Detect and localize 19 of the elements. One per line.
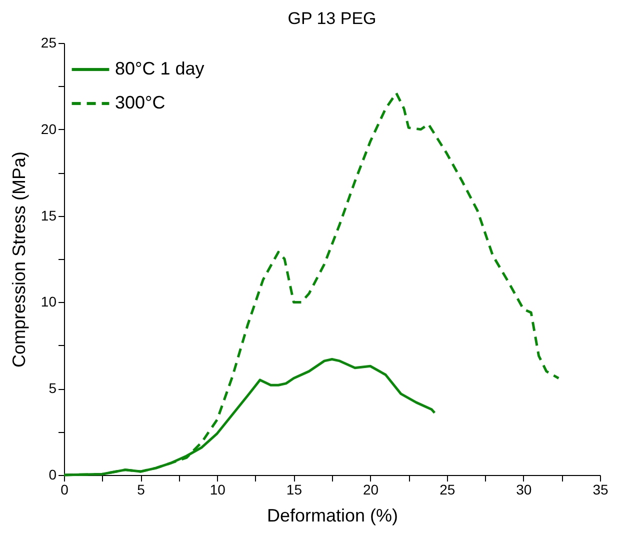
x-tick-label: 30 [516,482,532,498]
x-axis-title: Deformation (%) [266,506,398,526]
x-tick-label: 5 [137,482,146,498]
y-tick-label: 5 [48,380,57,396]
x-tick-label: 0 [60,482,69,498]
x-tick-label: 20 [362,482,379,498]
y-tick-label: 20 [40,120,57,137]
y-tick-label: 15 [40,207,57,224]
x-tick-label: 10 [210,482,226,498]
legend-label: 80°C 1 day [115,58,204,78]
y-tick-label: 10 [40,294,57,310]
x-tick-label: 35 [592,482,608,498]
y-axis-title: Compression Stress (MPa) [8,151,29,368]
chart-title: GP 13 PEG [288,9,376,28]
y-tick-label: 0 [48,466,57,482]
y-tick-label: 25 [40,34,57,50]
x-tick-label: 25 [440,482,456,498]
x-tick-label: 15 [286,482,302,498]
legend-label: 300°C [115,92,166,112]
